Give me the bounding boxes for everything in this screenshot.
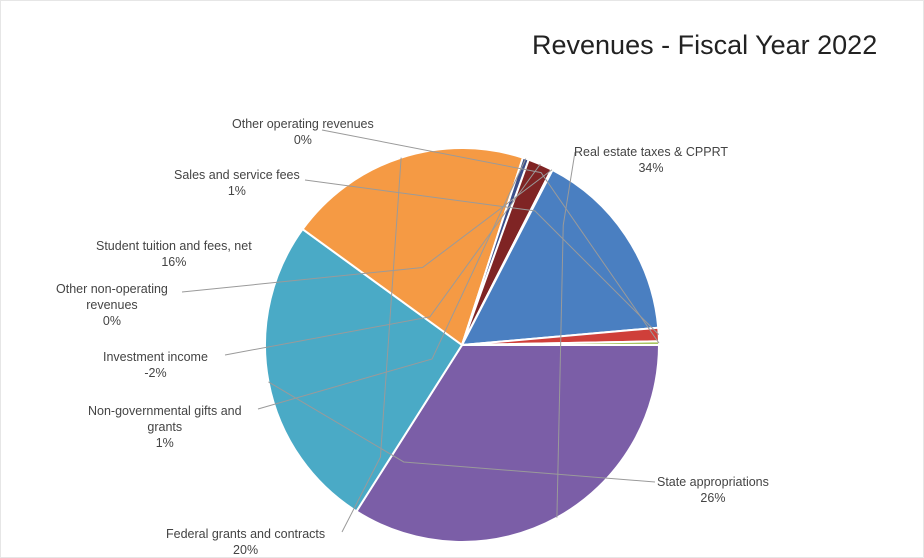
label-federal-name: Federal grants and contracts: [166, 527, 326, 541]
pie-slice-1: [264, 227, 464, 513]
label-state-pct: 26%: [700, 491, 726, 505]
label-other-op: Other operating revenues 0%: [232, 116, 374, 148]
leader-line-3: [257, 158, 527, 410]
pie-slice-6: [460, 168, 660, 347]
label-other-nonop-name: Other non-operating: [56, 282, 168, 296]
pie-slice-0: [355, 344, 661, 543]
label-investment-name: Investment income: [103, 350, 208, 364]
leader-line-2: [341, 157, 402, 533]
label-investment-pct: -2%: [144, 366, 167, 380]
label-other-op-name: Other operating revenues: [232, 117, 374, 131]
label-sales-pct: 1%: [227, 184, 246, 198]
label-other-op-pct: 0%: [293, 133, 312, 147]
label-other-nonop: Other non-operating revenues 0%: [56, 281, 168, 329]
label-federal-pct: 20%: [233, 543, 259, 557]
chart-title: Revenues - Fiscal Year 2022: [532, 30, 878, 60]
leader-line-8: [321, 129, 660, 344]
label-federal: Federal grants and contracts 20%: [166, 526, 325, 558]
label-other-nonop-pct: 0%: [102, 314, 121, 328]
label-real-estate-name: Real estate taxes & CPPRT: [574, 145, 729, 159]
label-sales: Sales and service fees 1%: [174, 167, 300, 199]
label-sales-name: Sales and service fees: [174, 168, 300, 182]
label-gifts-name: Non-governmental gifts and: [88, 404, 242, 418]
label-other-nonop-name-2: revenues: [86, 298, 138, 312]
label-real-estate: Real estate taxes & CPPRT 34%: [574, 144, 728, 176]
leader-line-5: [181, 169, 553, 293]
leader-line-1: [268, 381, 656, 483]
label-gifts-pct: 1%: [155, 436, 174, 450]
label-gifts-name-2: grants: [147, 420, 183, 434]
leader-line-4: [224, 163, 541, 356]
label-tuition-name: Student tuition and fees, net: [96, 239, 252, 253]
label-investment: Investment income -2%: [103, 349, 208, 381]
label-state: State appropriations 26%: [657, 474, 769, 506]
label-tuition-pct: 16%: [161, 255, 187, 269]
leader-line-7: [304, 179, 660, 335]
label-real-estate-pct: 34%: [638, 161, 664, 175]
label-state-name: State appropriations: [657, 475, 769, 489]
leader-line-0: [556, 151, 576, 518]
label-gifts: Non-governmental gifts and grants 1%: [88, 403, 242, 451]
label-tuition: Student tuition and fees, net 16%: [96, 238, 252, 270]
